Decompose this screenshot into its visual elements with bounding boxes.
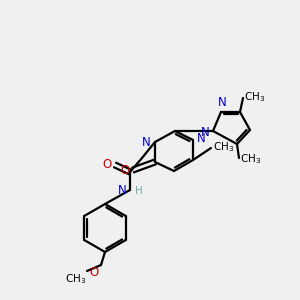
Text: N: N [142,136,151,148]
Text: N: N [218,96,226,109]
Text: O: O [121,164,130,176]
Text: N: N [118,184,127,197]
Text: N: N [197,131,206,145]
Text: CH$_3$: CH$_3$ [240,152,261,166]
Text: CH$_3$: CH$_3$ [65,272,86,286]
Text: O: O [103,158,112,172]
Text: CH$_3$: CH$_3$ [213,140,234,154]
Text: O: O [90,266,99,279]
Text: N: N [201,127,210,140]
Text: CH$_3$: CH$_3$ [244,90,265,104]
Text: H: H [135,186,143,196]
